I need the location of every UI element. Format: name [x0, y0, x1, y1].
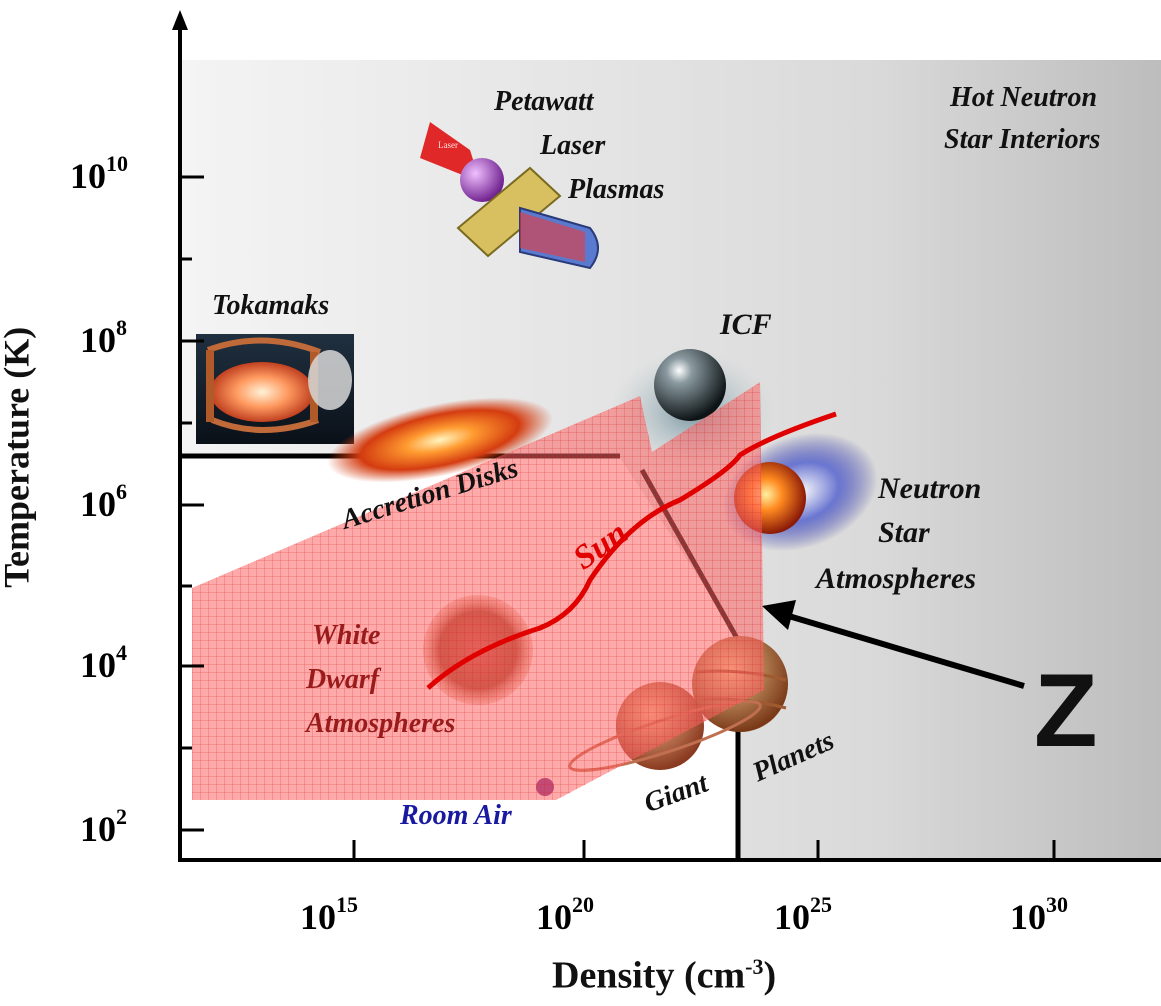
x-tick-1e30: 1030	[1010, 892, 1068, 937]
accretion-disk-illustration	[327, 397, 553, 483]
sun-curve	[426, 411, 837, 690]
z-arrow	[762, 600, 1025, 689]
x-tick-1e15: 1015	[300, 892, 358, 937]
label-tokamaks: Tokamaks	[212, 290, 330, 321]
label-icf: ICF	[720, 308, 772, 341]
y-axis-title: Temperature (K)	[0, 326, 37, 588]
label-z: Z	[1034, 653, 1098, 769]
y-tick-1e4: 104	[80, 640, 127, 685]
petawatt-laser-illustration	[420, 122, 599, 270]
label-wd-atmospheres: Atmospheres	[306, 708, 456, 739]
x-axis	[178, 840, 1161, 862]
y-tick-1e8: 108	[80, 315, 127, 360]
x-tick-1e20: 1020	[536, 892, 594, 937]
label-neutron: Neutron	[878, 472, 982, 505]
label-star: Star	[878, 516, 930, 549]
x-tick-1e25: 1025	[774, 892, 832, 937]
y-tick-1e10: 1010	[70, 151, 128, 196]
label-dwarf: Dwarf	[306, 664, 380, 695]
tokamak-illustration	[196, 334, 354, 444]
label-star-interiors: Star Interiors	[944, 124, 1101, 155]
z-accessible-region	[192, 382, 764, 800]
x-axis-title: Density (cm-3)	[552, 954, 777, 997]
y-axis	[172, 10, 204, 862]
label-room-air: Room Air	[400, 800, 512, 831]
laser-tag: Laser	[438, 140, 458, 150]
label-petawatt: Petawatt	[494, 86, 594, 117]
y-tick-1e2: 102	[80, 804, 127, 849]
y-tick-1e6: 106	[80, 479, 127, 524]
label-laser: Laser	[540, 130, 606, 161]
label-atmospheres: Atmospheres	[816, 562, 977, 595]
label-white: White	[312, 620, 381, 651]
label-plasmas: Plasmas	[568, 174, 665, 205]
label-hot-neutron: Hot Neutron	[950, 82, 1098, 113]
